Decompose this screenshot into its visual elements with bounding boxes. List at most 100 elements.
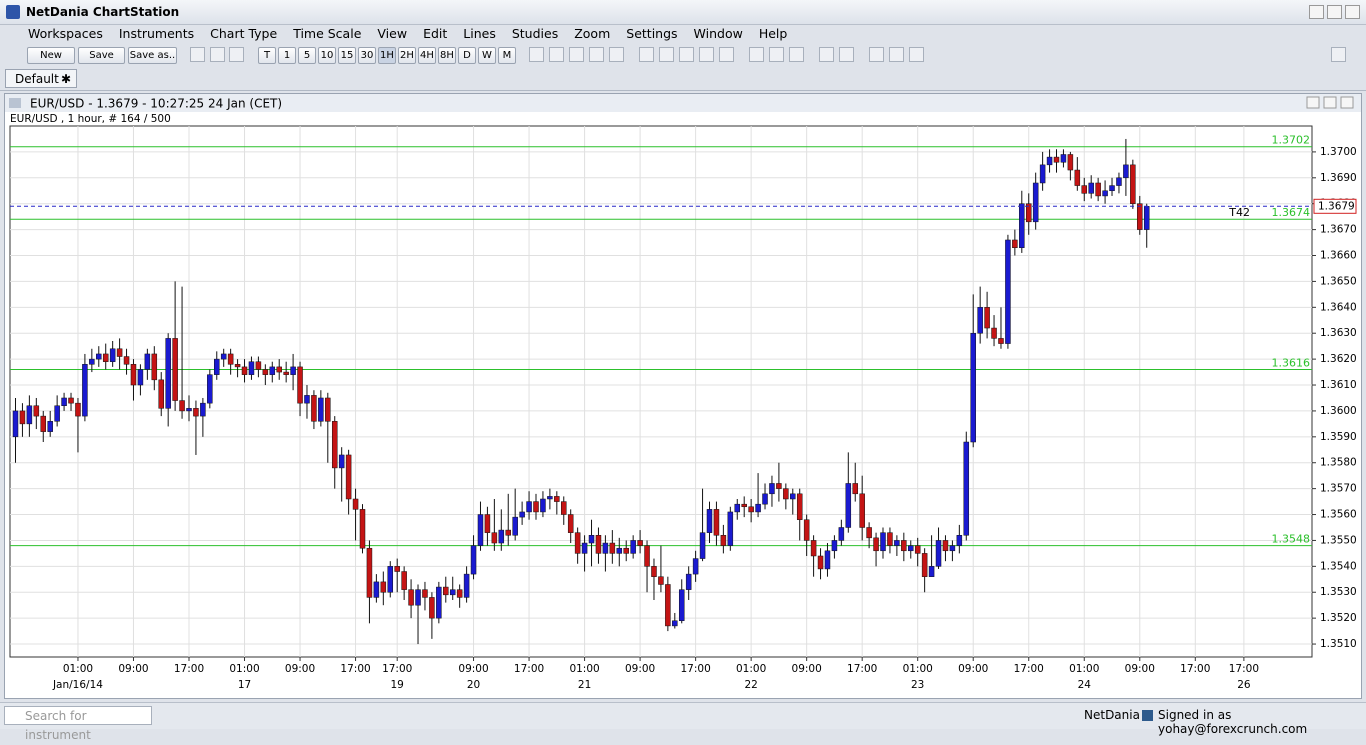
candle-body — [477, 514, 484, 546]
candle-body — [762, 493, 768, 505]
tool-icon[interactable] — [719, 47, 734, 62]
timeframe-button[interactable]: 30 — [358, 47, 376, 64]
tool-icon[interactable] — [889, 47, 904, 62]
candle-body — [484, 514, 491, 533]
candle-body — [658, 576, 664, 585]
tool-icon[interactable] — [789, 47, 804, 62]
chart-type-icon[interactable] — [210, 47, 225, 62]
y-tick-label: 1.3520 — [1320, 612, 1357, 624]
search-placeholder: Search for instrument — [25, 709, 91, 742]
candle-body — [928, 566, 935, 577]
candle-body — [637, 540, 643, 546]
candle-body — [373, 581, 380, 598]
candle-body — [831, 540, 838, 552]
minimize[interactable] — [1309, 5, 1324, 19]
timeframe-button[interactable]: 5 — [298, 47, 316, 64]
candle-body — [415, 589, 421, 606]
x-date-label: 20 — [467, 679, 480, 691]
menu-item[interactable]: Instruments — [118, 26, 195, 41]
tab-label: Default — [15, 72, 59, 86]
tool-icon[interactable] — [769, 47, 784, 62]
menu-item[interactable]: Settings — [626, 26, 678, 41]
x-date-label: 26 — [1237, 679, 1251, 691]
candle-body — [609, 542, 616, 554]
candle-body — [401, 571, 407, 590]
candle-body — [214, 358, 220, 375]
close[interactable] — [1345, 5, 1360, 19]
tool-icon[interactable] — [609, 47, 624, 62]
timeframe-button[interactable]: 8H — [438, 47, 456, 64]
timeframe-button[interactable]: 10 — [318, 47, 336, 64]
tool-icon[interactable] — [819, 47, 834, 62]
timeframe-button[interactable]: D — [458, 47, 476, 64]
timeframe-button[interactable]: 4H — [418, 47, 436, 64]
x-date-label: 23 — [911, 679, 924, 691]
chart-close[interactable] — [1340, 96, 1354, 109]
candle-body — [672, 620, 678, 627]
candle-body — [1102, 190, 1108, 197]
candle-body — [1137, 203, 1143, 230]
menu-item[interactable]: Edit — [423, 26, 448, 41]
chart-minimize[interactable] — [1306, 96, 1320, 109]
tool-icon[interactable] — [549, 47, 564, 62]
timeframe-button[interactable]: T — [258, 47, 276, 64]
menu-item[interactable]: Chart Type — [210, 26, 278, 41]
menu-item[interactable]: Lines — [463, 26, 496, 41]
tool-icon[interactable] — [659, 47, 674, 62]
timeframe-button[interactable]: 2H — [398, 47, 416, 64]
app-icon — [6, 5, 20, 19]
candle-body — [935, 540, 942, 567]
x-tick-label: 01:00 — [1069, 663, 1099, 675]
candle-body — [200, 402, 206, 417]
toolbar-button[interactable]: Save as.. — [128, 47, 177, 64]
tool-icon[interactable] — [839, 47, 854, 62]
candle-body — [283, 371, 289, 375]
chart-subtitle: EUR/USD , 1 hour, # 164 / 500 — [10, 113, 171, 125]
x-tick-label: 17:00 — [847, 663, 877, 675]
menu-bar: Workspaces Instruments Chart Type Time Scal… — [0, 24, 1366, 43]
timeframe-button[interactable]: 1 — [278, 47, 296, 64]
workspace-tab[interactable]: Default ✱ — [5, 69, 77, 88]
candle-body — [394, 566, 400, 572]
timeframe-button[interactable]: M — [498, 47, 516, 64]
timeframe-button[interactable]: 15 — [338, 47, 356, 64]
menu-item[interactable]: Time Scale — [293, 26, 362, 41]
candle-body — [234, 364, 241, 368]
toolbar-button[interactable]: New — [27, 47, 75, 64]
toolbar-button[interactable]: Save — [78, 47, 125, 64]
menu-item[interactable]: Window — [693, 26, 743, 41]
timeframe-button[interactable]: W — [478, 47, 496, 64]
timeframe-button[interactable]: 1H — [378, 47, 396, 64]
chart-type-icon[interactable] — [190, 47, 205, 62]
candle-body — [1088, 182, 1094, 194]
tool-icon[interactable] — [569, 47, 584, 62]
search-box[interactable]: Search for instrument — [4, 706, 152, 742]
tool-icon[interactable] — [869, 47, 884, 62]
y-tick-label: 1.3530 — [1320, 586, 1357, 598]
candle-body — [89, 358, 95, 365]
tool-icon[interactable] — [639, 47, 654, 62]
tool-icon[interactable] — [589, 47, 604, 62]
chart-type-icon[interactable] — [229, 47, 244, 62]
tool-icon[interactable] — [679, 47, 694, 62]
tab-close[interactable]: ✱ — [60, 72, 71, 86]
last-price-box — [1313, 198, 1357, 214]
menu-item[interactable]: Zoom — [574, 26, 611, 41]
menu-item[interactable]: Help — [758, 26, 788, 41]
menu-item[interactable]: Studies — [511, 26, 559, 41]
menu-item[interactable]: View — [377, 26, 408, 41]
chart-maximize[interactable] — [1323, 96, 1337, 109]
candle-body — [1025, 203, 1032, 223]
tool-icon[interactable] — [699, 47, 714, 62]
tool-icon[interactable] — [909, 47, 924, 62]
panel-icon[interactable] — [1331, 47, 1346, 62]
tool-icon[interactable] — [529, 47, 544, 62]
x-tick-label: 09:00 — [1125, 663, 1155, 675]
maximize[interactable] — [1327, 5, 1342, 19]
candle-body — [942, 540, 949, 552]
candle-body — [19, 410, 26, 425]
candle-body — [318, 397, 324, 422]
menu-item[interactable]: Workspaces — [28, 26, 103, 41]
tool-icon[interactable] — [749, 47, 764, 62]
candle-body — [720, 535, 727, 546]
